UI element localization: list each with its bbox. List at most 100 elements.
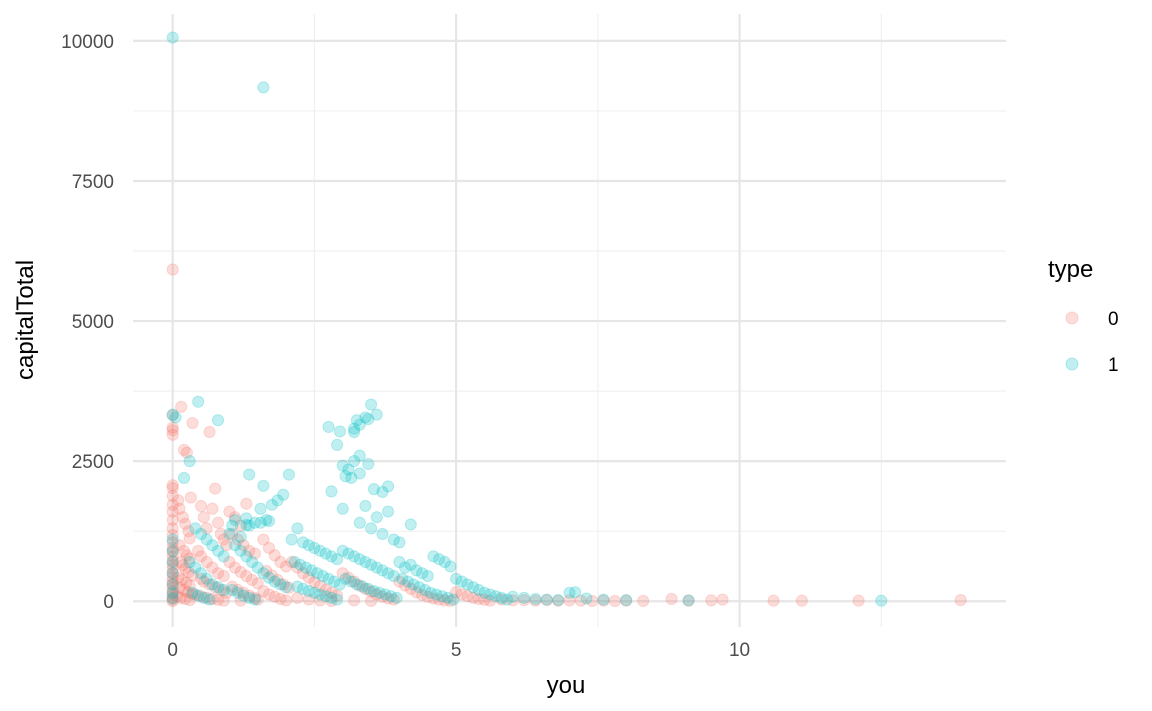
scatter-point-type-1 <box>194 527 208 541</box>
scatter-point-type-0 <box>166 588 179 601</box>
scatter-point-type-1 <box>356 580 369 593</box>
scatter-point-type-0 <box>180 549 193 562</box>
legend: type 0 1 <box>1048 256 1119 376</box>
scatter-point-type-1 <box>350 414 364 427</box>
scatter-point-type-0 <box>313 594 327 607</box>
scatter-point-type-0 <box>166 550 179 563</box>
scatter-point-type-0 <box>183 552 196 565</box>
scatter-point-type-0 <box>954 594 967 607</box>
scatter-point-type-0 <box>209 482 222 495</box>
scatter-point-type-0 <box>185 588 199 601</box>
scatter-point-type-1 <box>328 575 341 588</box>
x-axis-title: you <box>547 672 586 699</box>
scatter-point-type-0 <box>177 583 191 597</box>
scatter-point-type-0 <box>268 549 281 562</box>
scatter-point-type-0 <box>608 594 621 608</box>
scatter-point-type-1 <box>237 589 250 602</box>
scatter-point-type-1 <box>254 516 267 529</box>
scatter-point-type-1 <box>166 408 179 421</box>
scatter-point-type-1 <box>336 544 349 557</box>
scatter-point-type-0 <box>795 594 809 607</box>
scatter-point-type-1 <box>319 547 332 560</box>
scatter-point-type-0 <box>228 561 242 574</box>
scatter-point-type-0 <box>291 561 304 574</box>
scatter-point-type-0 <box>173 539 186 552</box>
scatter-point-type-0 <box>166 498 179 511</box>
scatter-point-type-1 <box>166 533 179 546</box>
scatter-point-type-1 <box>396 572 409 585</box>
scatter-point-type-0 <box>214 527 227 541</box>
scatter-point-type-1 <box>231 586 244 599</box>
scatter-point-type-1 <box>248 593 261 606</box>
scatter-point-type-0 <box>438 594 451 607</box>
scatter-point-type-1 <box>285 533 298 546</box>
scatter-point-type-0 <box>172 494 185 507</box>
scatter-point-type-1 <box>518 591 531 604</box>
scatter-point-type-1 <box>226 519 239 532</box>
scatter-point-type-0 <box>404 582 417 595</box>
scatter-point-type-0 <box>484 594 497 607</box>
scatter-point-type-0 <box>240 497 253 510</box>
scatter-point-type-1 <box>217 583 230 597</box>
scatter-point-type-0 <box>597 594 610 607</box>
scatter-point-type-0 <box>176 559 189 572</box>
legend-label-1: 1 <box>1108 355 1119 376</box>
scatter-point-type-1 <box>234 530 247 543</box>
legend-key-0 <box>1065 311 1079 325</box>
y-tick-label: 7500 <box>72 172 114 193</box>
scatter-point-type-0 <box>444 594 457 608</box>
scatter-point-type-0 <box>271 573 284 587</box>
scatter-point-type-0 <box>450 586 463 599</box>
scatter-point-type-1 <box>189 522 202 535</box>
scatter-point-type-1 <box>387 533 400 546</box>
scatter-point-type-0 <box>192 544 205 557</box>
scatter-point-type-1 <box>166 555 179 569</box>
scatter-point-type-1 <box>381 505 395 518</box>
scatter-point-type-1 <box>282 468 295 481</box>
scatter-point-type-1 <box>359 411 372 424</box>
scatter-point-type-1 <box>333 578 347 591</box>
scatter-point-type-1 <box>183 555 196 569</box>
scatter-point-type-1 <box>376 564 389 577</box>
scatter-point-type-1 <box>435 590 449 603</box>
scatter-point-type-0 <box>166 571 179 584</box>
scatter-point-type-1 <box>413 581 426 594</box>
scatter-point-type-0 <box>336 567 349 580</box>
scatter-point-type-1 <box>313 544 327 557</box>
scatter-point-type-0 <box>410 586 423 599</box>
scatter-point-type-0 <box>262 588 276 601</box>
scatter-point-type-1 <box>211 581 225 594</box>
scatter-point-type-0 <box>251 593 264 606</box>
scatter-point-type-1 <box>597 593 610 606</box>
scatter-point-type-0 <box>279 594 293 607</box>
scatter-point-type-0 <box>308 576 321 589</box>
scatter-point-type-0 <box>220 586 233 599</box>
scatter-point-type-1 <box>319 590 332 603</box>
scatter-point-type-1 <box>271 494 284 507</box>
scatter-point-type-0 <box>325 586 338 599</box>
scatter-point-type-0 <box>200 555 213 569</box>
scatter-point-type-1 <box>461 578 474 591</box>
scatter-point-type-1 <box>336 459 349 472</box>
scatter-point-type-0 <box>166 562 179 575</box>
scatter-point-type-0 <box>387 593 400 606</box>
scatter-point-type-0 <box>166 585 179 598</box>
scatter-point-type-0 <box>620 594 633 607</box>
scatter-point-type-0 <box>173 502 186 515</box>
scatter-point-type-0 <box>243 589 256 602</box>
scatter-point-type-0 <box>518 594 531 607</box>
scatter-point-type-1 <box>682 594 695 607</box>
scatter-point-type-0 <box>237 586 250 599</box>
scatter-point-type-1 <box>563 586 576 599</box>
scatter-point-type-1 <box>390 591 403 604</box>
scatter-point-type-1 <box>362 413 375 426</box>
scatter-point-type-0 <box>393 575 406 588</box>
scatter-point-type-0 <box>203 425 216 439</box>
scatter-point-type-1 <box>211 544 225 557</box>
scatter-point-type-0 <box>665 592 678 606</box>
scatter-point-type-0 <box>506 594 519 607</box>
scatter-point-type-1 <box>243 591 256 604</box>
scatter-point-type-1 <box>325 550 338 563</box>
x-tick-label: 10 <box>729 640 750 661</box>
scatter-point-type-1 <box>620 594 633 607</box>
